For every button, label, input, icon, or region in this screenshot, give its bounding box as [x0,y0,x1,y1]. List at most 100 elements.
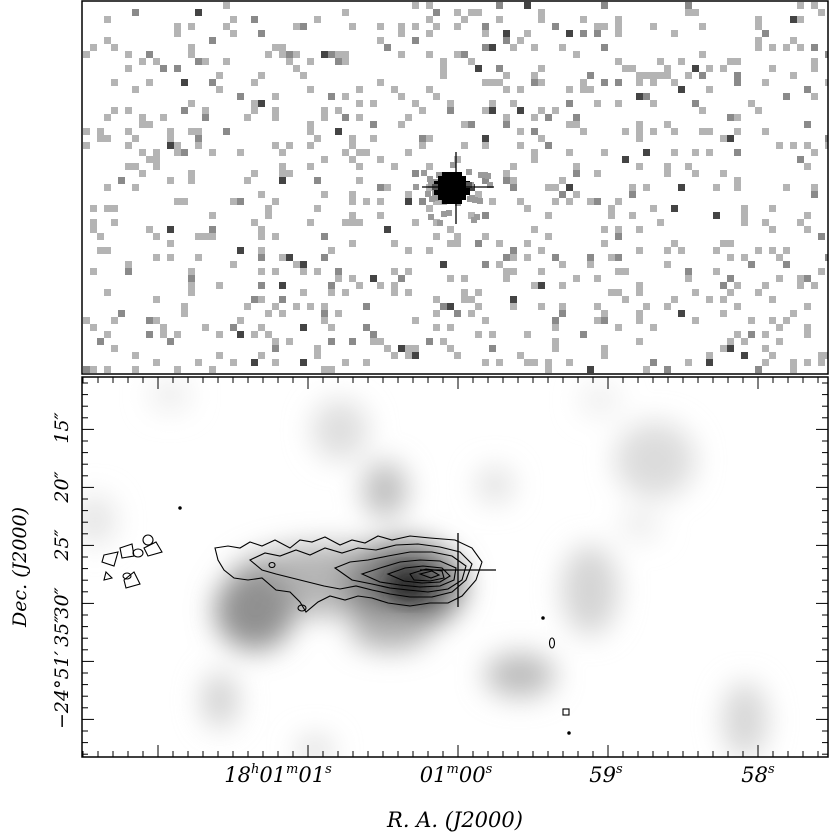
noise-pixel [650,359,657,366]
noise-pixel [608,254,615,261]
x-tick-unit-s: s [486,762,493,777]
noise-pixel [426,247,433,254]
noise-pixel [664,303,671,310]
noise-pixel [167,177,174,184]
noise-pixel [412,23,419,30]
noise-pixel [517,107,524,114]
noise-pixel [461,289,468,296]
noise-pixel [727,240,734,247]
noise-pixel [524,254,531,261]
noise-pixel [286,338,293,345]
noise-pixel [489,331,496,338]
noise-pixel [797,44,804,51]
noise-pixel [482,135,489,142]
noise-pixel [90,226,97,233]
noise-pixel [615,198,622,205]
noise-pixel [349,219,356,226]
noise-pixel [419,198,426,205]
x-tick-hours: 18 [224,763,251,787]
noise-pixel [748,331,755,338]
noise-pixel [671,296,678,303]
noise-pixel [797,275,804,282]
noise-pixel [433,23,440,30]
noise-pixel [335,58,342,65]
noise-pixel [104,114,111,121]
noise-pixel [370,331,377,338]
noise-pixel [405,191,412,198]
noise-pixel [104,247,111,254]
noise-pixel [804,303,811,310]
noise-pixel [174,23,181,30]
noise-pixel [125,163,132,170]
noise-pixel [447,275,454,282]
noise-pixel [216,282,223,289]
noise-pixel [713,184,720,191]
x-tick-minutes: 01 [420,763,447,787]
noise-pixel [755,37,762,44]
noise-pixel [566,86,573,93]
x-tick-unit-s: s [616,762,623,777]
noise-pixel [475,289,482,296]
noise-pixel [559,191,566,198]
noise-pixel [804,142,811,149]
noise-pixel [160,65,167,72]
noise-pixel [209,366,216,373]
noise-pixel [293,65,300,72]
noise-pixel [230,324,237,331]
noise-pixel [685,359,692,366]
noise-pixel [692,317,699,324]
noise-pixel [531,114,538,121]
x-tick-unit-m: m [286,762,298,777]
noise-pixel [132,184,139,191]
noise-pixel [160,324,167,331]
noise-pixel [496,261,503,268]
noise-pixel [517,198,524,205]
noise-pixel [328,93,335,100]
noise-pixel [202,324,209,331]
noise-pixel [720,135,727,142]
noise-pixel [314,345,321,352]
noise-pixel [437,220,443,226]
noise-pixel [496,2,503,9]
noise-pixel [636,163,643,170]
noise-pixel [104,205,111,212]
noise-pixel [433,198,440,205]
noise-pixel [699,51,706,58]
noise-pixel [356,114,363,121]
noise-pixel [678,58,685,65]
noise-pixel [608,289,615,296]
noise-pixel [426,205,433,212]
noise-pixel [769,352,776,359]
noise-pixel [356,86,363,93]
x-tick-label: 01m00s [420,762,493,787]
noise-pixel [475,65,482,72]
noise-pixel [545,233,552,240]
noise-pixel [713,268,720,275]
noise-pixel [412,317,419,324]
noise-pixel [104,37,111,44]
noise-pixel [251,359,258,366]
noise-pixel [734,58,741,65]
noise-pixel [594,275,601,282]
noise-pixel [174,198,181,205]
noise-pixel [636,247,643,254]
noise-pixel [195,254,202,261]
noise-pixel [797,282,804,289]
noise-pixel [216,352,223,359]
noise-pixel [265,205,272,212]
noise-pixel [153,233,160,240]
axis-ticks [82,377,828,757]
noise-pixel [237,317,244,324]
noise-pixel [97,233,104,240]
noise-pixel [475,191,482,198]
noise-pixel [223,2,230,9]
noise-pixel [475,9,482,16]
noise-pixel [594,23,601,30]
noise-pixel [471,217,477,223]
noise-pixel [195,359,202,366]
noise-pixel [279,296,286,303]
noise-pixel [377,282,384,289]
noise-pixel [769,44,776,51]
noise-pixel [181,149,188,156]
noise-pixel [377,198,384,205]
